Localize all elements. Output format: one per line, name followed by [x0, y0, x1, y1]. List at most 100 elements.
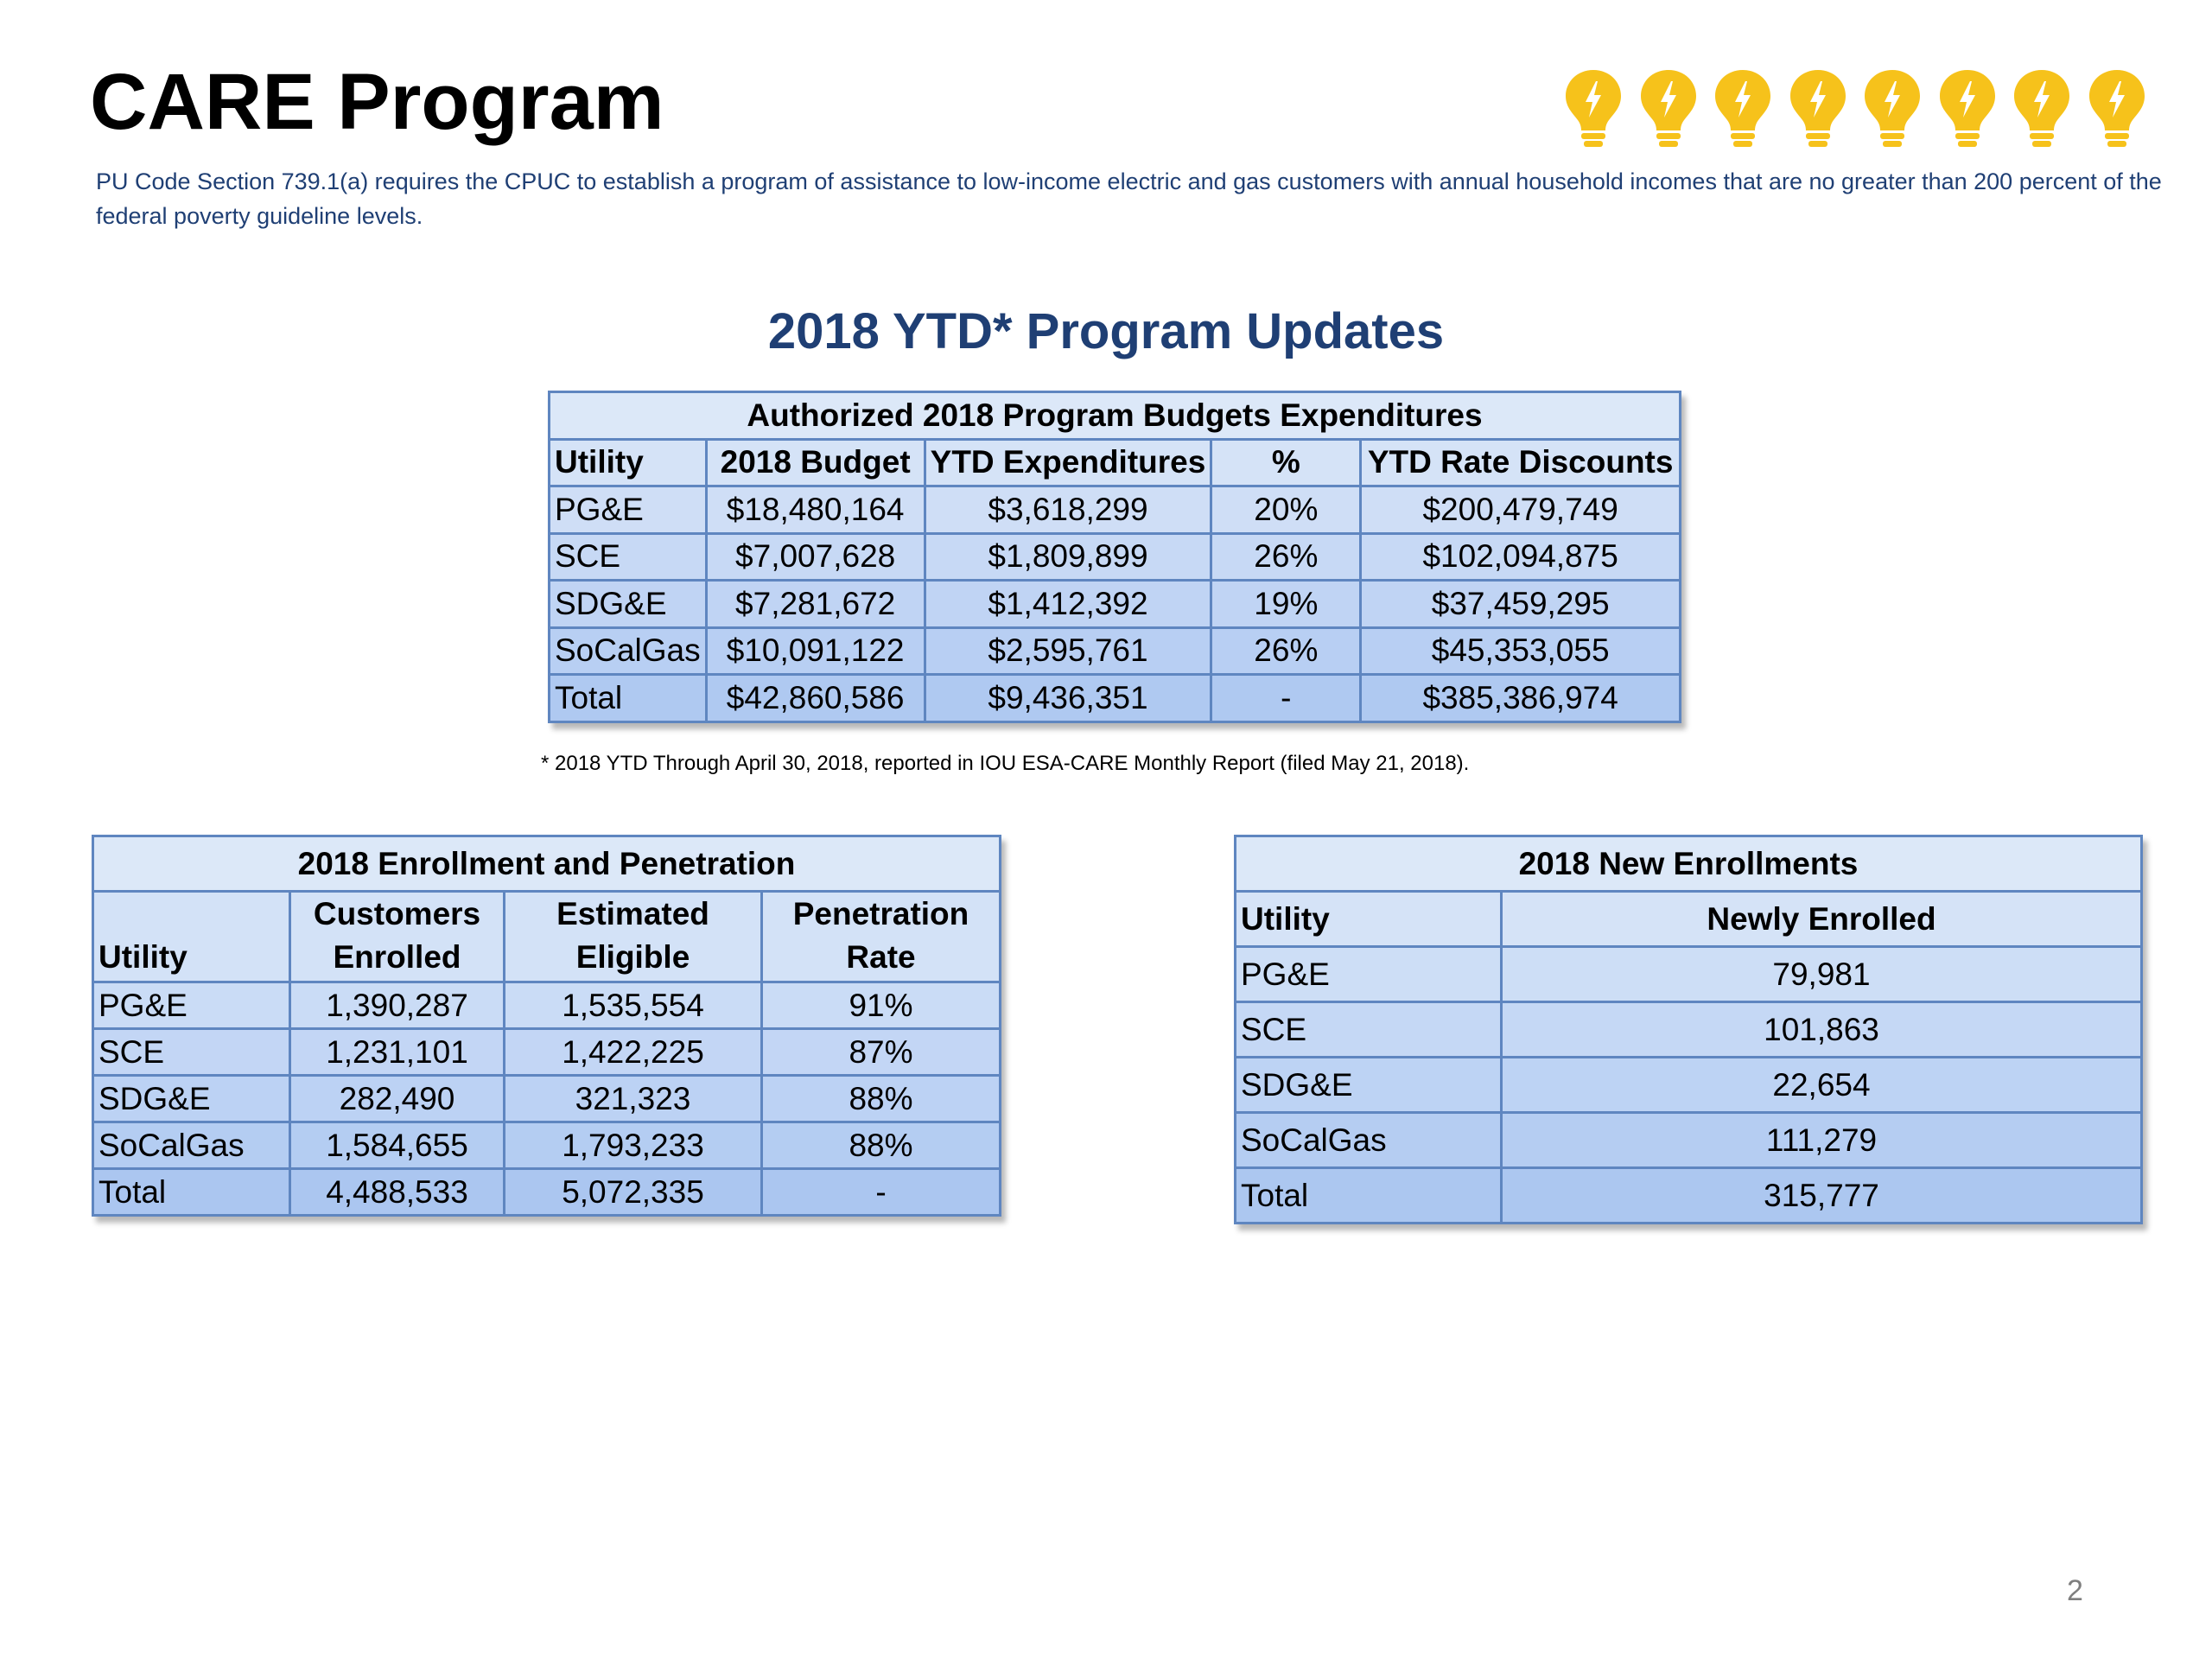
total-rate-discounts-cell: $385,386,974 [1359, 673, 1681, 723]
column-header-line: Penetration [792, 896, 969, 931]
eligible-cell: 1,422,225 [503, 1027, 763, 1077]
rate-discounts-cell: $200,479,749 [1359, 485, 1681, 535]
column-header-line: Eligible [575, 939, 690, 975]
total-label-cell: Total [92, 1167, 291, 1217]
penetration-cell: 91% [760, 981, 1001, 1030]
enrollment-table: 2018 Enrollment and Penetration Utility … [92, 835, 1001, 1217]
utility-cell: SDG&E [1234, 1056, 1503, 1114]
table-row: SoCalGas 111,279 [1234, 1111, 2143, 1169]
table-caption-row: 2018 New Enrollments [1234, 835, 2143, 893]
utility-cell: SCE [1234, 1001, 1503, 1058]
column-header-line: Enrolled [333, 939, 461, 975]
table-row: PG&E $18,480,164 $3,618,299 20% $200,479… [548, 485, 1681, 535]
eligible-cell: 1,793,233 [503, 1121, 763, 1170]
table-header-row: Utility Customers Enrolled Estimated Eli… [92, 890, 1001, 983]
utility-cell: SDG&E [548, 579, 708, 629]
program-description: PU Code Section 739.1(a) requires the CP… [96, 168, 2162, 229]
page-number: 2 [2067, 1574, 2083, 1607]
total-label-cell: Total [548, 673, 708, 723]
eligible-cell: 321,323 [503, 1074, 763, 1123]
newly-enrolled-cell: 22,654 [1500, 1056, 2143, 1114]
total-newly-enrolled-cell: 315,777 [1500, 1166, 2143, 1224]
lightbulb-icon [2088, 70, 2145, 147]
expenditures-cell: $2,595,761 [923, 626, 1213, 676]
table-header-row: Utility 2018 Budget YTD Expenditures % Y… [548, 437, 1681, 487]
table-row: SCE $7,007,628 $1,809,899 26% $102,094,8… [548, 531, 1681, 582]
column-header: Utility [548, 437, 708, 487]
lightbulb-icon [1939, 70, 1995, 147]
column-header: YTD Rate Discounts [1359, 437, 1681, 487]
table-caption: Authorized 2018 Program Budgets Expendit… [548, 391, 1681, 441]
table-row: SDG&E 282,490 321,323 88% [92, 1074, 1001, 1123]
rate-discounts-cell: $45,353,055 [1359, 626, 1681, 676]
table-row: SoCalGas $10,091,122 $2,595,761 26% $45,… [548, 626, 1681, 676]
rate-discounts-cell: $37,459,295 [1359, 579, 1681, 629]
enrolled-cell: 1,390,287 [289, 981, 505, 1030]
enrolled-cell: 1,584,655 [289, 1121, 505, 1170]
total-expenditures-cell: $9,436,351 [923, 673, 1213, 723]
budget-cell: $7,007,628 [704, 531, 926, 582]
utility-cell: SoCalGas [548, 626, 708, 676]
table-caption: 2018 Enrollment and Penetration [92, 835, 1001, 893]
utility-cell: SDG&E [92, 1074, 291, 1123]
footnote: * 2018 YTD Through April 30, 2018, repor… [541, 752, 1470, 775]
table-caption-row: 2018 Enrollment and Penetration [92, 835, 1001, 893]
column-header-line: Estimated [556, 896, 709, 931]
penetration-cell: 87% [760, 1027, 1001, 1077]
percent-cell: 20% [1210, 485, 1363, 535]
expenditures-cell: $3,618,299 [923, 485, 1213, 535]
total-enrolled-cell: 4,488,533 [289, 1167, 505, 1217]
budget-table: Authorized 2018 Program Budgets Expendit… [548, 391, 1681, 723]
percent-cell: 26% [1210, 626, 1363, 676]
rate-discounts-cell: $102,094,875 [1359, 531, 1681, 582]
budget-cell: $7,281,672 [704, 579, 926, 629]
column-header: Penetration Rate [760, 890, 1001, 983]
page-title: CARE Program [90, 58, 664, 146]
enrolled-cell: 282,490 [289, 1074, 505, 1123]
newly-enrolled-cell: 111,279 [1500, 1111, 2143, 1169]
table-row: PG&E 79,981 [1234, 945, 2143, 1003]
penetration-cell: 88% [760, 1121, 1001, 1170]
budget-cell: $18,480,164 [704, 485, 926, 535]
table-row: SCE 1,231,101 1,422,225 87% [92, 1027, 1001, 1077]
section-title: 2018 YTD* Program Updates [767, 303, 1445, 359]
newly-enrolled-cell: 79,981 [1500, 945, 2143, 1003]
table-total-row: Total 315,777 [1234, 1166, 2143, 1224]
total-budget-cell: $42,860,586 [704, 673, 926, 723]
lightbulb-icon [1715, 70, 1770, 147]
expenditures-cell: $1,412,392 [923, 579, 1213, 629]
utility-cell: SCE [92, 1027, 291, 1077]
table-row: PG&E 1,390,287 1,535,554 91% [92, 981, 1001, 1030]
column-header: Customers Enrolled [289, 890, 505, 983]
table-row: SCE 101,863 [1234, 1001, 2143, 1058]
column-header: YTD Expenditures [923, 437, 1213, 487]
utility-cell: SoCalGas [1234, 1111, 1503, 1169]
budget-cell: $10,091,122 [704, 626, 926, 676]
table-row: SDG&E $7,281,672 $1,412,392 19% $37,459,… [548, 579, 1681, 629]
column-header: Newly Enrolled [1500, 890, 2143, 948]
column-header: % [1210, 437, 1363, 487]
lightbulb-icon [1789, 70, 1846, 147]
eligible-cell: 1,535,554 [503, 981, 763, 1030]
table-total-row: Total $42,860,586 $9,436,351 - $385,386,… [548, 673, 1681, 723]
lightbulb-icon-row [1562, 67, 2148, 149]
utility-cell: SCE [548, 531, 708, 582]
expenditures-cell: $1,809,899 [923, 531, 1213, 582]
column-header-line: Utility [99, 939, 188, 975]
column-header-line: Rate [846, 939, 916, 975]
table-row: SoCalGas 1,584,655 1,793,233 88% [92, 1121, 1001, 1170]
column-header-line: Customers [313, 896, 481, 931]
column-header: Utility [92, 890, 291, 983]
utility-cell: PG&E [1234, 945, 1503, 1003]
utility-cell: SoCalGas [92, 1121, 291, 1170]
total-eligible-cell: 5,072,335 [503, 1167, 763, 1217]
enrolled-cell: 1,231,101 [289, 1027, 505, 1077]
total-label-cell: Total [1234, 1166, 1503, 1224]
newly-enrolled-cell: 101,863 [1500, 1001, 2143, 1058]
column-header: 2018 Budget [704, 437, 926, 487]
percent-cell: 19% [1210, 579, 1363, 629]
column-header: Utility [1234, 890, 1503, 948]
column-header: Estimated Eligible [503, 890, 763, 983]
table-caption: 2018 New Enrollments [1234, 835, 2143, 893]
table-caption-row: Authorized 2018 Program Budgets Expendit… [548, 391, 1681, 441]
